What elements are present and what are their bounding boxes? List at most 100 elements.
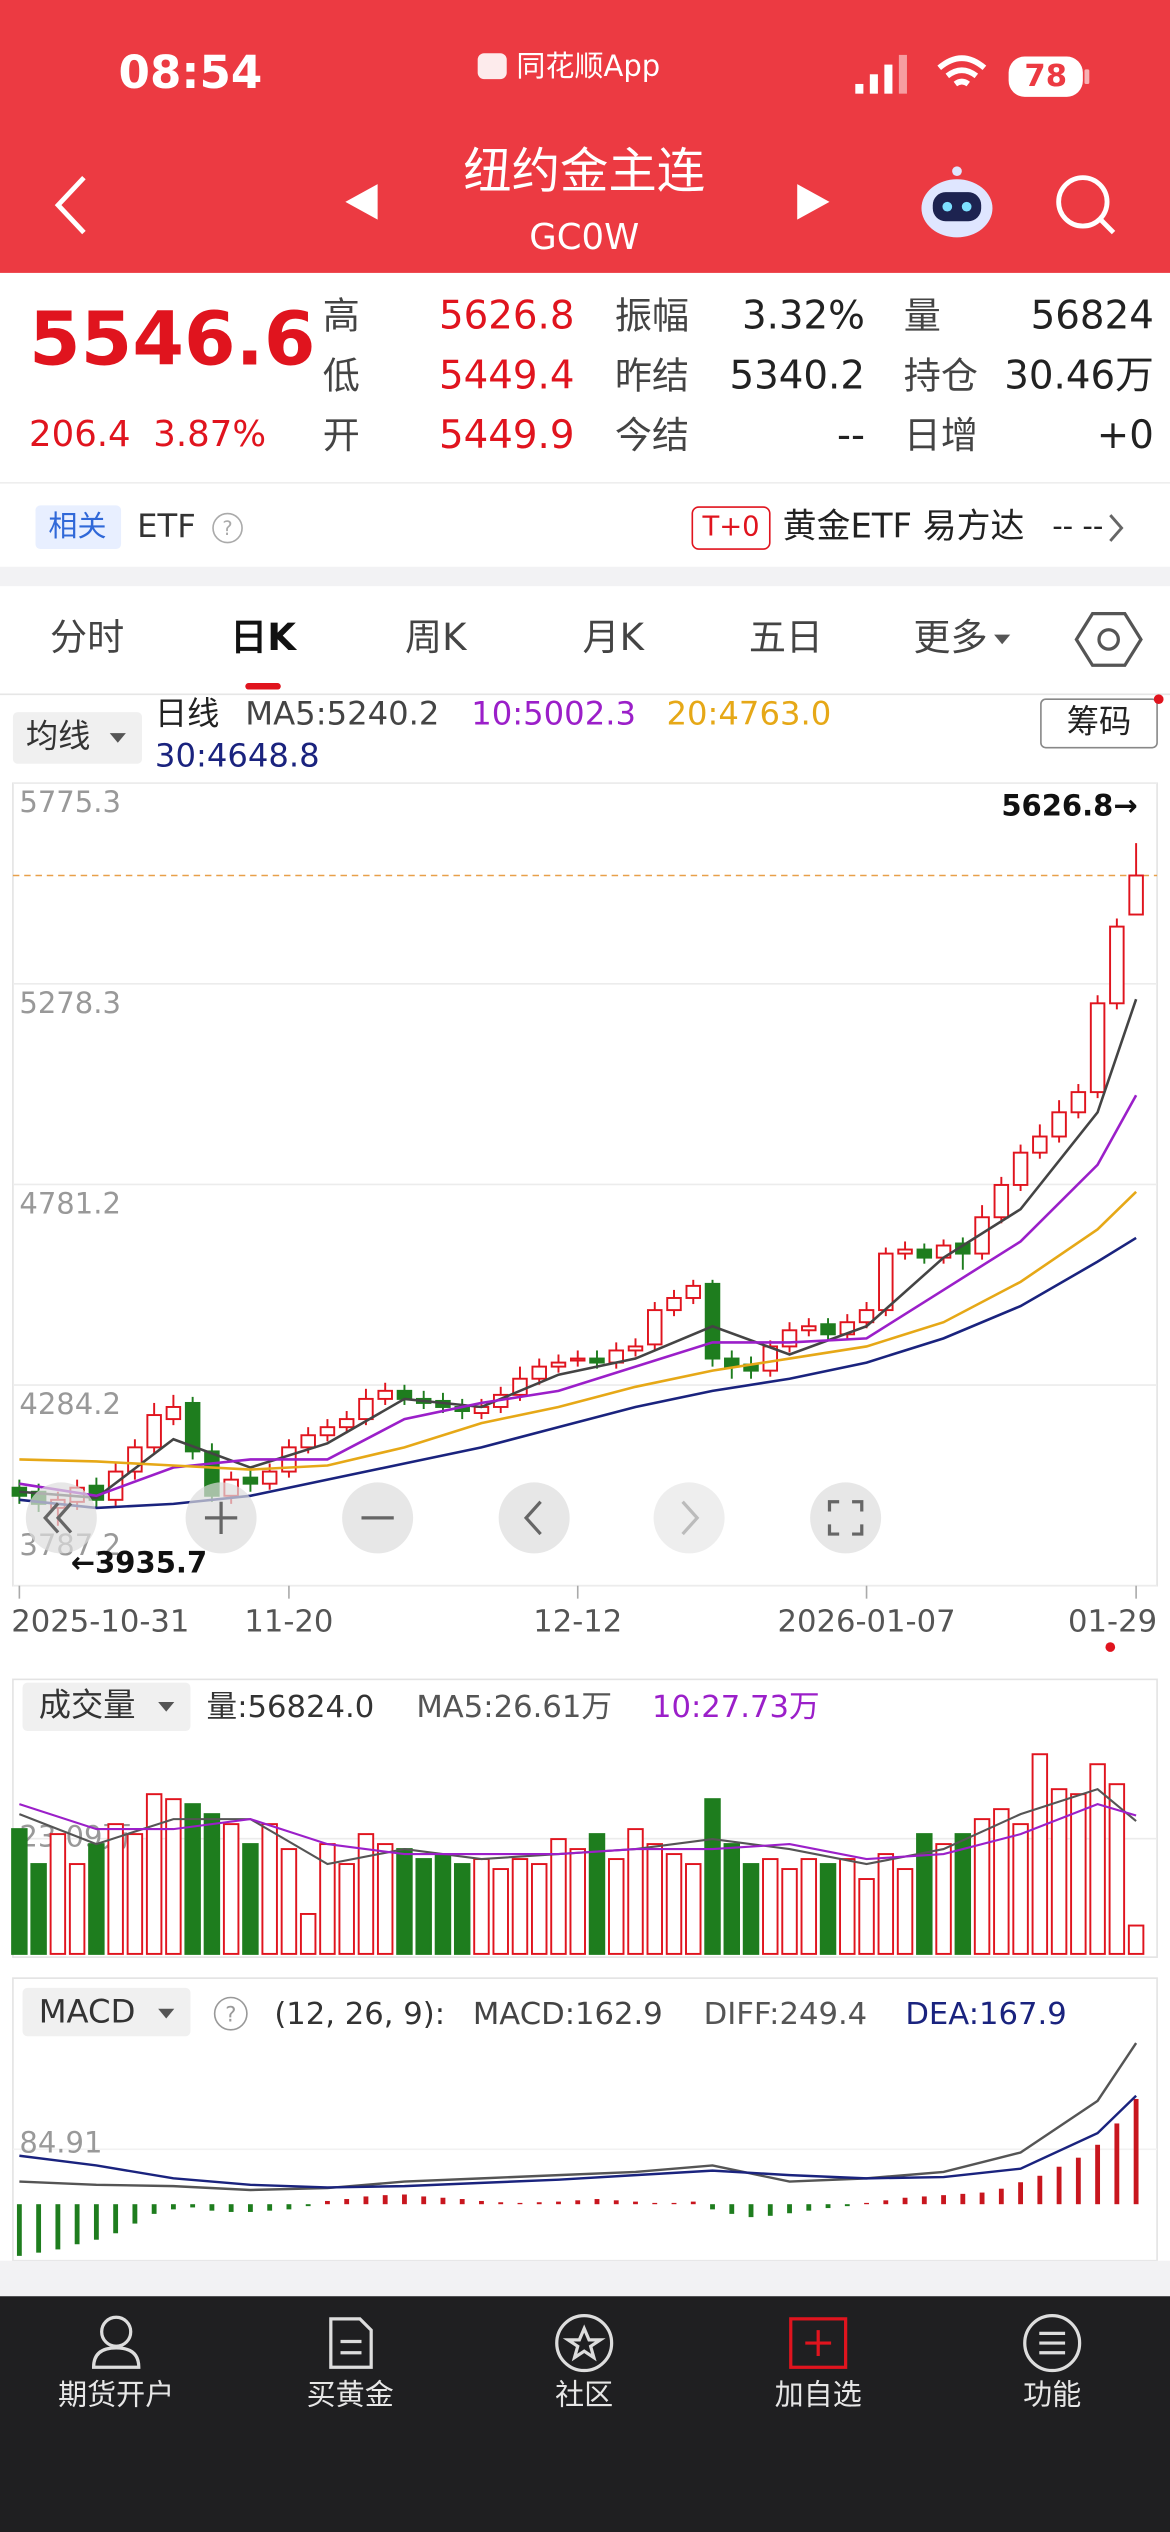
macd-bar [1037,2175,1043,2205]
tab[interactable]: 月K [583,616,646,659]
legend-entry: 10:5002.3 [471,694,636,732]
scroll-left-button[interactable] [498,1482,570,1554]
tab-indicator [245,683,281,690]
indicator-line [19,1094,1138,1498]
tab[interactable]: 五日 [749,616,823,659]
tab[interactable]: 更多 [913,616,987,659]
related-etf[interactable]: ETF [137,507,196,545]
indicator-line [19,998,1138,1500]
macd-bar [132,2204,138,2224]
fullscreen-button[interactable] [810,1482,882,1554]
macd-indicator[interactable]: MACD [39,1993,136,2031]
volume-bar [608,1858,625,1955]
candle-body [300,1434,316,1449]
tab[interactable]: 分时 [50,616,124,659]
contract-title: 纽约金主连 [463,143,705,199]
assistant-icon[interactable] [921,166,993,238]
x-tick-label: 2026-01-07 [777,1604,955,1639]
back-button[interactable] [54,175,86,235]
help-icon[interactable] [212,512,243,544]
related-fund[interactable]: 黄金ETF 易方达 [783,507,1025,546]
tab[interactable]: 日K [230,616,297,659]
zoom-in-button[interactable] [185,1482,257,1554]
nav-item[interactable]: 功能 [1023,2377,1081,2411]
volume-bar [550,1838,567,1955]
volume-bar [1089,1763,1106,1955]
volume-bar [203,1813,221,1955]
related-fund-value: -- -- [1052,509,1103,543]
tab[interactable]: 周K [405,616,468,659]
section-gap [0,2260,1170,2297]
candle-body [569,1357,586,1362]
field-value: 5626.8 [439,294,575,339]
macd-bar [228,2204,234,2212]
signal-icon [855,54,907,94]
candle-body [358,1397,374,1421]
scroll-right-button[interactable] [653,1482,725,1554]
volume-bar [723,1843,741,1955]
chevron[interactable] [1109,514,1124,542]
price-change: 206.4 [29,414,131,455]
volume-bar [1070,1793,1087,1955]
chart-toolbar [25,1482,882,1554]
zoom-out-button[interactable] [342,1482,414,1554]
volume-bar [1127,1924,1145,1955]
help-icon[interactable] [213,1996,248,2031]
scroll-start-button[interactable] [25,1482,97,1554]
nav-item[interactable]: 社区 [555,2377,613,2411]
volume-indicator-bg[interactable] [22,1682,191,1732]
macd-bar [517,2202,523,2205]
nav-item[interactable]: 加自选 [775,2377,862,2411]
macd-bar [652,2202,658,2205]
chart-layer: 5775.35278.34781.24284.23787.25626.8→←39… [11,694,1158,2256]
volume-bar [781,1868,798,1955]
indicator-button-bg[interactable] [12,712,143,764]
field-value: 5449.4 [439,353,575,398]
prev-contract[interactable] [345,184,378,220]
indicator-button[interactable]: 均线 [26,717,91,755]
status-app: 同花顺App [516,49,660,83]
macd-bar [960,2193,966,2205]
candle-body [1070,1091,1087,1114]
volume-bar [68,1863,86,1955]
macd-bar [613,2200,619,2205]
field-label: 低 [323,354,360,397]
related-tag: 相关 [48,509,106,543]
field-label: 高 [323,295,360,338]
y-tick-label: 4284.2 [19,1387,121,1421]
volume-indicator[interactable]: 成交量 [39,1686,136,1724]
macd-bar [209,2204,215,2211]
volume-bar [357,1833,375,1955]
candle-body [666,1297,682,1312]
candle-body [377,1389,393,1400]
macd-bar [1114,2123,1120,2205]
search-button[interactable] [1056,175,1116,235]
macd-indicator-bg[interactable] [22,1987,191,2037]
current-dot [1105,1642,1116,1652]
macd-bar [729,2204,735,2214]
nav-icons [91,2314,1082,2373]
macd-bar [787,2204,792,2214]
candle-body [550,1361,567,1368]
next-contract[interactable] [797,184,830,220]
volume-bar [646,1843,663,1955]
chip-button-bg[interactable] [1040,698,1158,749]
macd-bar [941,2195,946,2205]
macd-bar [36,2204,42,2253]
candle-body [878,1252,894,1312]
battery [1008,56,1083,97]
nav-item[interactable]: 期货开户 [58,2377,174,2411]
chip-button[interactable]: 筹码 [1067,702,1132,740]
bottom-nav: 期货开户 买黄金 社区 加自选 功能 [58,2377,1081,2411]
candle-body [261,1470,278,1485]
macd-bar [113,2204,119,2234]
volume-bar [954,1833,972,1955]
y-tick-label: 4781.2 [19,1186,121,1220]
dropdown-arrow [158,1701,175,1712]
field-label: 量 [904,295,941,338]
contract-code: GC0W [529,217,639,258]
settings-icon[interactable] [1074,612,1143,667]
volume-bar [877,1853,895,1955]
nav-item[interactable]: 买黄金 [307,2377,394,2411]
legend-entry: 30:4648.8 [155,736,320,774]
